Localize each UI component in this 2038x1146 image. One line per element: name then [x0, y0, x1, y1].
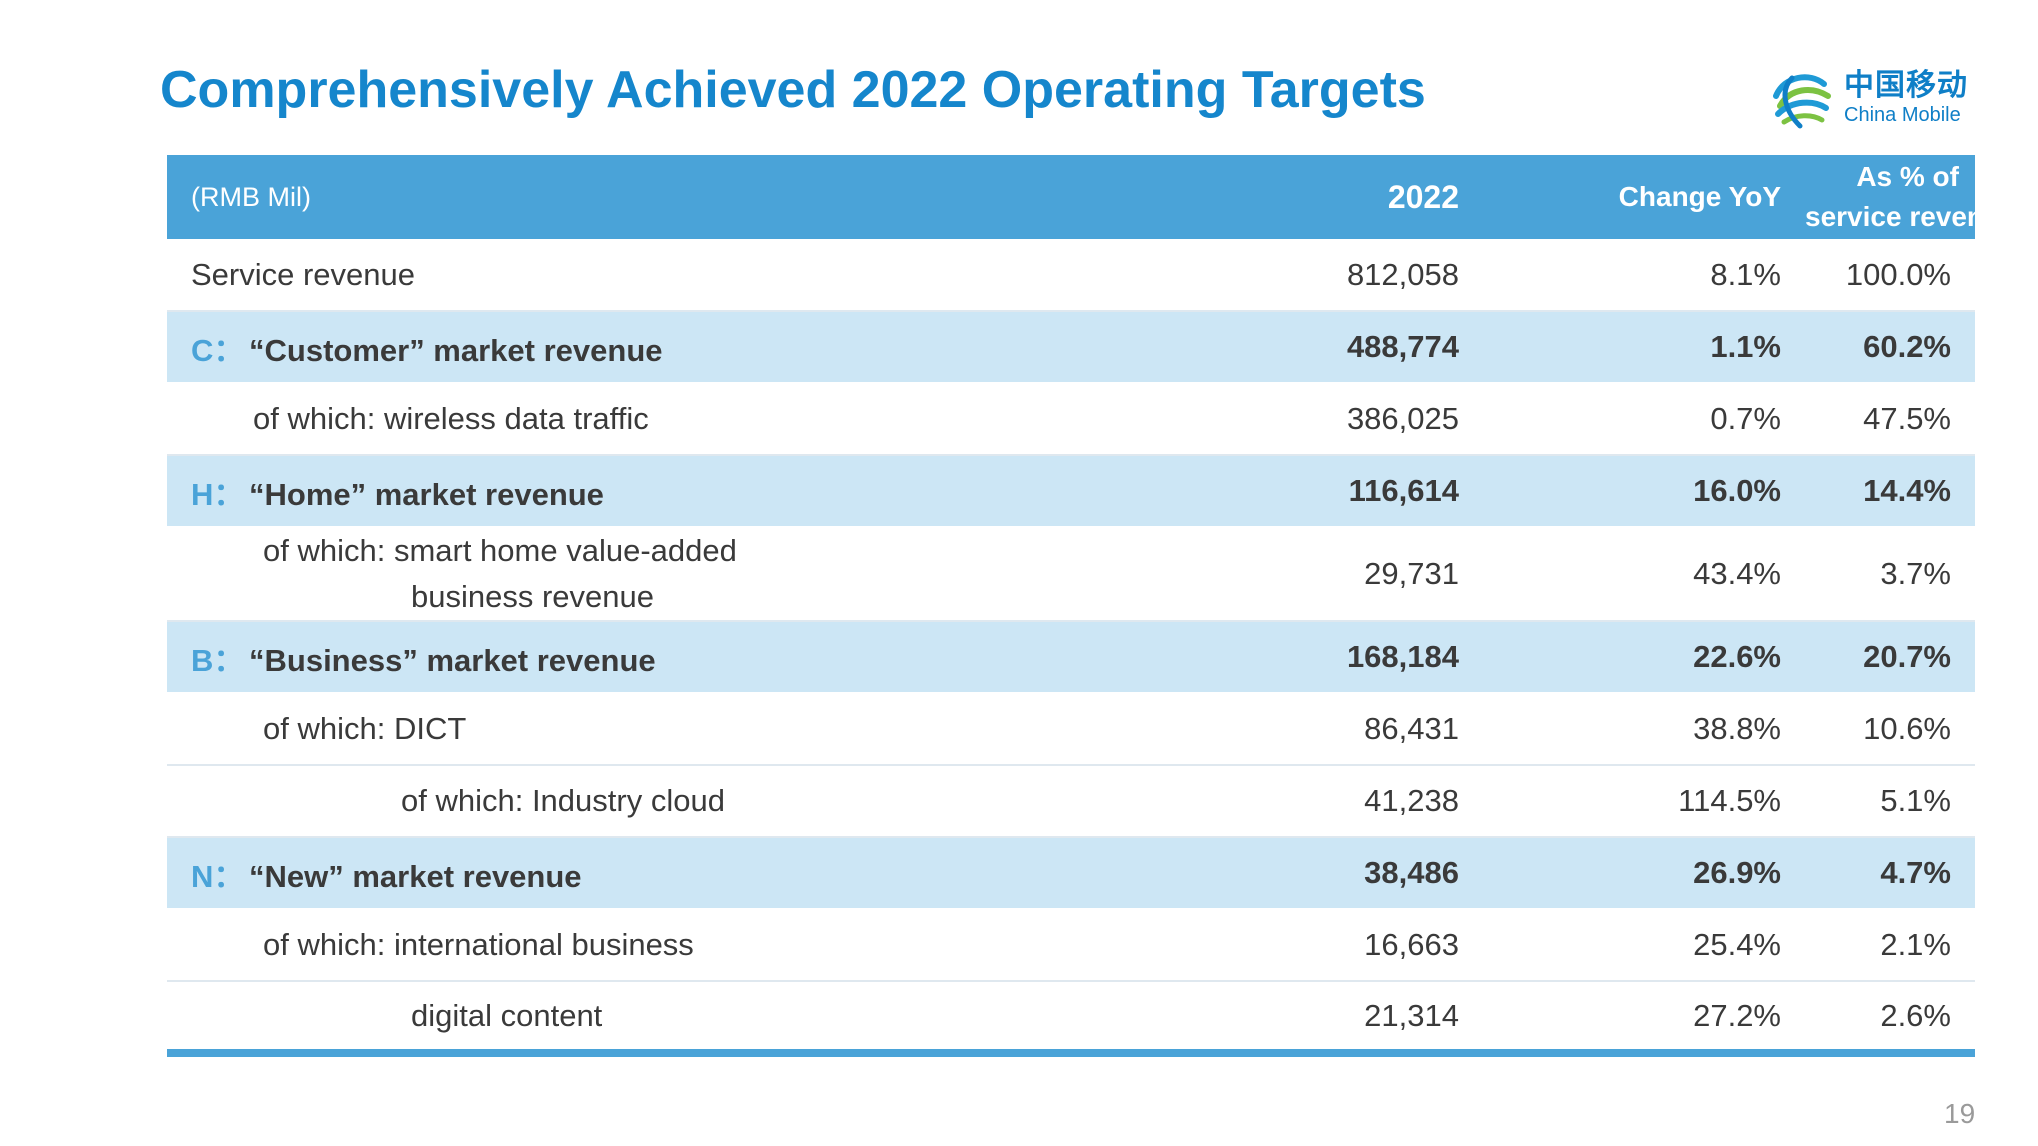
row-yoy: 38.8% [1693, 711, 1781, 746]
row-label: C： “Customer” market revenue [167, 311, 1070, 383]
row-pct: 100.0% [1845, 256, 1951, 292]
segment-letter: N： [191, 858, 245, 894]
row-label: of which: international business [263, 927, 694, 962]
segment-letter: B： [191, 642, 245, 678]
table-row: of which: smart home value-added busines… [167, 527, 1975, 621]
page-title: Comprehensively Achieved 2022 Operating … [160, 61, 1426, 119]
row-yoy: 0.7% [1710, 401, 1781, 436]
row-value: 38,486 [1364, 855, 1459, 890]
table-row: Service revenue 812,058 8.1% 100.0% [167, 239, 1975, 311]
header-share-line1: As % of [1856, 161, 1959, 192]
row-pct: 5.1% [1880, 783, 1951, 818]
row-pct: 47.5% [1863, 401, 1951, 436]
row-label: Service revenue [191, 256, 416, 292]
segment-label: “Home” market revenue [249, 476, 604, 512]
row-pct: 4.7% [1880, 855, 1951, 890]
row-yoy: 25.4% [1693, 927, 1781, 962]
row-label-line1: of which: smart home value-added [263, 533, 737, 568]
row-value: 386,025 [1346, 401, 1459, 436]
row-yoy: 8.1% [1710, 256, 1781, 292]
header-year: 2022 [1387, 178, 1459, 215]
row-pct: 3.7% [1880, 556, 1951, 591]
header-change-yoy: Change YoY [1618, 181, 1781, 212]
table-row: of which: wireless data traffic 386,025 … [167, 383, 1975, 455]
row-yoy: 27.2% [1693, 997, 1781, 1033]
row-pct: 60.2% [1863, 329, 1951, 364]
row-label: B： “Business” market revenue [167, 621, 1070, 693]
row-yoy: 114.5% [1678, 783, 1781, 818]
segment-letter: H： [191, 476, 245, 512]
row-label: of which: smart home value-added busines… [167, 527, 1070, 621]
header-share: As % of service revenue [1805, 155, 2017, 239]
row-value: 812,058 [1346, 256, 1459, 292]
row-label: of which: wireless data traffic [253, 401, 649, 436]
segment-label: “Business” market revenue [249, 642, 656, 678]
table-row-segment: H： “Home” market revenue 116,614 16.0% 14… [167, 455, 1975, 527]
row-value: 21,314 [1364, 997, 1459, 1033]
row-pct: 14.4% [1863, 473, 1951, 508]
table-row-segment: C： “Customer” market revenue 488,774 1.1%… [167, 311, 1975, 383]
segment-label: “Customer” market revenue [249, 332, 663, 368]
table-row: of which: international business 16,663 … [167, 909, 1975, 981]
row-label: H： “Home” market revenue [167, 455, 1070, 527]
row-yoy: 26.9% [1693, 855, 1781, 890]
table-row-segment: N： “New” market revenue 38,486 26.9% 4.7% [167, 837, 1975, 909]
row-label: N： “New” market revenue [167, 837, 1070, 909]
table-row: of which: Industry cloud 41,238 114.5% 5… [167, 765, 1975, 837]
table-header-row: (RMB Mil) 2022 Change YoY As % of servic… [167, 155, 2017, 239]
row-value: 29,731 [1364, 556, 1459, 591]
row-label-line2: business revenue [411, 579, 654, 614]
company-logo: 中国移动 China Mobile [1770, 66, 1968, 130]
row-label: of which: DICT [263, 711, 467, 746]
header-unit: (RMB Mil) [191, 181, 311, 212]
table-row: of which: DICT 86,431 38.8% 10.6% [167, 693, 1975, 765]
logo-chinese-name: 中国移动 [1844, 69, 1968, 102]
row-pct: 2.1% [1880, 927, 1951, 962]
row-yoy: 22.6% [1693, 639, 1781, 674]
header-share-line2: service revenue [1805, 201, 2017, 232]
revenue-table: (RMB Mil) 2022 Change YoY As % of servic… [167, 155, 2017, 1057]
logo-english-name: China Mobile [1844, 104, 1961, 126]
segment-label: “New” market revenue [249, 858, 582, 894]
row-pct: 10.6% [1863, 711, 1951, 746]
row-value: 86,431 [1364, 711, 1459, 746]
page-number: 19 [1944, 1098, 1976, 1129]
row-yoy: 16.0% [1693, 473, 1781, 508]
table-row-segment: B： “Business” market revenue 168,184 22.6… [167, 621, 1975, 693]
row-yoy: 43.4% [1693, 556, 1781, 591]
row-value: 168,184 [1346, 639, 1459, 674]
row-pct: 2.6% [1880, 997, 1951, 1033]
row-value: 16,663 [1364, 927, 1459, 962]
table-row: digital content 21,314 27.2% 2.6% [167, 981, 1975, 1053]
segment-letter: C： [191, 332, 245, 368]
row-value: 116,614 [1348, 473, 1459, 508]
row-label: of which: Industry cloud [401, 783, 725, 818]
row-pct: 20.7% [1863, 639, 1951, 674]
row-yoy: 1.1% [1710, 329, 1781, 364]
row-label: digital content [411, 997, 603, 1033]
china-mobile-logo-icon [1773, 74, 1831, 129]
row-value: 41,238 [1364, 783, 1459, 818]
row-value: 488,774 [1346, 329, 1459, 364]
